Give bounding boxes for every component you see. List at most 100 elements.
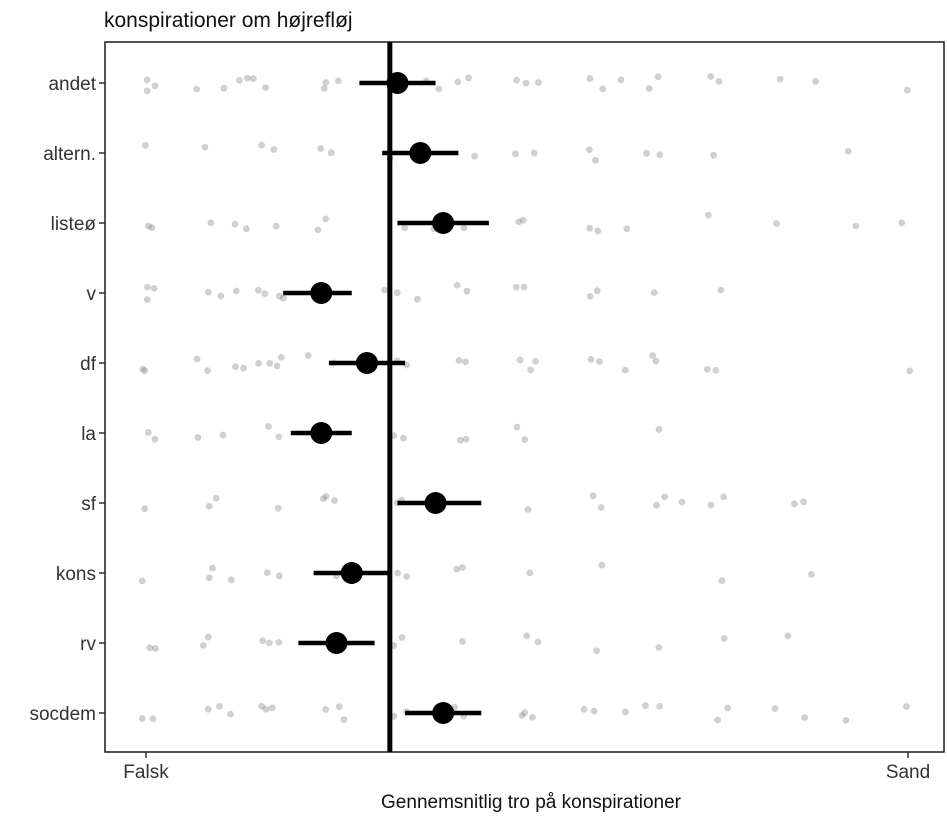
jitter-point	[471, 152, 478, 160]
jitter-point	[465, 74, 472, 82]
jitter-point	[527, 366, 534, 374]
jitter-point	[258, 702, 265, 710]
jitter-point	[335, 703, 343, 711]
jitter-point	[707, 73, 714, 80]
jitter-point	[266, 360, 274, 367]
jitter-point	[453, 281, 461, 289]
points-layer	[138, 73, 914, 724]
jitter-point	[207, 219, 215, 227]
jitter-point	[623, 225, 631, 233]
jitter-point	[800, 498, 807, 506]
y-tick-label-listeø: listeø	[51, 214, 97, 235]
jitter-point	[142, 142, 149, 149]
jitter-point	[209, 564, 216, 572]
jitter-point	[903, 86, 911, 94]
jitter-point	[649, 352, 657, 359]
jitter-point	[593, 647, 600, 655]
jitter-point	[703, 366, 711, 373]
jitter-point	[459, 638, 466, 645]
jitter-point	[272, 222, 280, 230]
jitter-point	[204, 705, 212, 713]
jitter-point	[275, 292, 283, 300]
jitter-point	[322, 79, 330, 86]
jitter-point	[598, 561, 606, 569]
mean-point-listeø	[432, 212, 455, 234]
jitter-point	[275, 639, 283, 646]
jitter-point	[520, 283, 528, 291]
jitter-point	[236, 77, 243, 84]
jitter-point	[143, 76, 151, 84]
jitter-point	[898, 219, 906, 227]
y-tick-label-andet: andet	[48, 74, 96, 95]
jitter-point	[532, 358, 539, 365]
jitter-point	[621, 366, 629, 374]
jitter-point	[146, 644, 154, 652]
jitter-point	[589, 492, 597, 500]
jitter-point	[322, 215, 329, 223]
jitter-point	[403, 573, 411, 580]
jitter-point	[707, 501, 715, 509]
y-tick-label-df: df	[80, 354, 97, 375]
jitter-point	[599, 85, 607, 93]
jitter-point	[521, 709, 529, 717]
jitter-point	[275, 433, 283, 441]
jitter-point	[593, 287, 601, 295]
jitter-point	[812, 78, 819, 85]
jitter-point	[279, 294, 287, 302]
jitter-point	[143, 296, 151, 304]
jitter-point	[274, 504, 282, 512]
x-tick-label: Sand	[886, 762, 930, 783]
jitter-point	[277, 353, 285, 361]
jitter-point	[205, 502, 213, 510]
jitter-point	[776, 75, 784, 83]
jitter-point	[151, 435, 159, 443]
mean-point-socdem	[432, 702, 455, 724]
jitter-point	[273, 362, 281, 370]
jitter-point	[255, 360, 262, 367]
jitter-point	[265, 423, 272, 430]
jitter-point	[317, 145, 324, 152]
jitter-point	[643, 149, 650, 157]
jitter-point	[622, 708, 629, 716]
jitter-point	[592, 156, 599, 164]
jitter-point	[217, 292, 225, 300]
jitter-point	[249, 75, 257, 83]
jitter-point	[534, 638, 542, 646]
jitter-point	[243, 225, 250, 233]
jitter-point	[231, 220, 239, 228]
jitter-point	[586, 224, 593, 232]
x-axis-title: Gennemsnitlig tro på konspirationer	[381, 792, 682, 813]
jitter-point	[801, 714, 809, 721]
y-tick-label-sf: sf	[81, 494, 97, 515]
jitter-point	[454, 78, 462, 86]
jitter-point	[340, 716, 348, 724]
jitter-point	[320, 495, 327, 502]
jitter-point	[244, 74, 251, 82]
jitter-point	[773, 220, 780, 227]
jitter-point	[400, 434, 407, 442]
jitter-point	[650, 289, 658, 296]
jitter-point	[232, 287, 240, 295]
jitter-point	[661, 493, 669, 501]
jitter-point	[265, 639, 273, 647]
jitter-point	[138, 715, 146, 722]
jitter-point	[724, 704, 731, 712]
jitter-point	[254, 286, 262, 294]
jitter-point	[906, 367, 914, 375]
jitter-point	[462, 358, 469, 366]
x-axis: Falsk Sand	[123, 752, 930, 783]
jitter-point	[654, 73, 662, 81]
jitter-point	[590, 707, 598, 715]
jitter-point	[141, 505, 149, 513]
jitter-point	[263, 569, 271, 576]
jitter-point	[261, 290, 269, 298]
jitter-point	[204, 367, 212, 374]
jitter-point	[655, 425, 663, 433]
jitter-point	[791, 500, 798, 508]
jitter-point	[653, 501, 660, 509]
jitter-point	[455, 357, 463, 364]
jitter-point	[199, 642, 207, 649]
jitter-point	[139, 365, 147, 373]
jitter-point	[322, 706, 330, 713]
